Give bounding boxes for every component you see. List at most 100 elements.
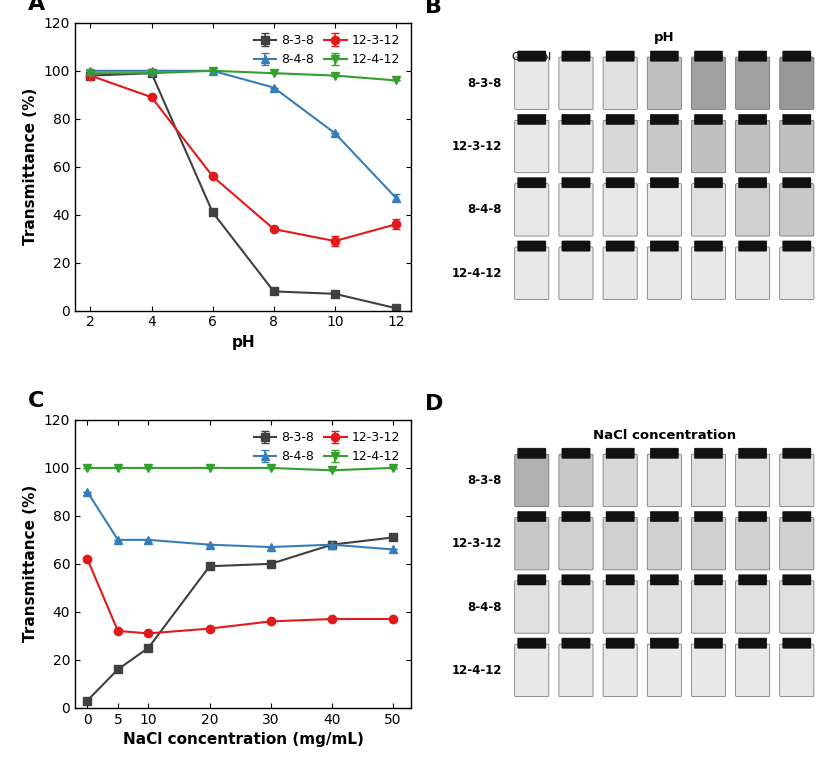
- X-axis label: NaCl concentration (mg/mL): NaCl concentration (mg/mL): [123, 732, 363, 747]
- FancyBboxPatch shape: [650, 638, 679, 648]
- FancyBboxPatch shape: [603, 247, 637, 299]
- FancyBboxPatch shape: [562, 575, 590, 585]
- FancyBboxPatch shape: [603, 581, 637, 633]
- Y-axis label: Transmittance (%): Transmittance (%): [23, 88, 38, 245]
- Text: 0: 0: [529, 449, 535, 459]
- FancyBboxPatch shape: [782, 511, 811, 522]
- FancyBboxPatch shape: [650, 241, 679, 251]
- FancyBboxPatch shape: [518, 177, 546, 188]
- FancyBboxPatch shape: [606, 114, 635, 125]
- FancyBboxPatch shape: [559, 581, 593, 633]
- FancyBboxPatch shape: [518, 575, 546, 585]
- Text: NaCl concentration: NaCl concentration: [593, 428, 736, 441]
- FancyBboxPatch shape: [691, 247, 726, 299]
- FancyBboxPatch shape: [650, 177, 679, 188]
- X-axis label: pH: pH: [231, 335, 255, 350]
- Text: 8: 8: [705, 52, 712, 62]
- FancyBboxPatch shape: [691, 454, 726, 507]
- FancyBboxPatch shape: [782, 177, 811, 188]
- Text: C: C: [28, 391, 44, 412]
- FancyBboxPatch shape: [606, 511, 635, 522]
- FancyBboxPatch shape: [562, 241, 590, 251]
- FancyBboxPatch shape: [562, 177, 590, 188]
- FancyBboxPatch shape: [647, 517, 681, 570]
- FancyBboxPatch shape: [650, 575, 679, 585]
- FancyBboxPatch shape: [782, 241, 811, 251]
- FancyBboxPatch shape: [738, 575, 767, 585]
- FancyBboxPatch shape: [559, 644, 593, 696]
- FancyBboxPatch shape: [738, 114, 767, 125]
- FancyBboxPatch shape: [691, 581, 726, 633]
- Legend: 8-3-8, 8-4-8, 12-3-12, 12-4-12: 8-3-8, 8-4-8, 12-3-12, 12-4-12: [249, 426, 405, 469]
- FancyBboxPatch shape: [518, 114, 546, 125]
- Text: 12: 12: [790, 52, 804, 62]
- FancyBboxPatch shape: [518, 51, 546, 61]
- FancyBboxPatch shape: [691, 644, 726, 696]
- FancyBboxPatch shape: [780, 247, 814, 299]
- FancyBboxPatch shape: [695, 177, 722, 188]
- FancyBboxPatch shape: [606, 177, 635, 188]
- FancyBboxPatch shape: [650, 448, 679, 458]
- FancyBboxPatch shape: [603, 644, 637, 696]
- FancyBboxPatch shape: [514, 247, 549, 299]
- FancyBboxPatch shape: [518, 448, 546, 458]
- FancyBboxPatch shape: [736, 247, 770, 299]
- FancyBboxPatch shape: [691, 57, 726, 110]
- Text: 6: 6: [660, 52, 668, 62]
- FancyBboxPatch shape: [782, 575, 811, 585]
- FancyBboxPatch shape: [514, 57, 549, 110]
- FancyBboxPatch shape: [562, 51, 590, 61]
- FancyBboxPatch shape: [782, 638, 811, 648]
- FancyBboxPatch shape: [562, 114, 590, 125]
- Text: 20: 20: [657, 449, 671, 459]
- Text: 30: 30: [701, 449, 716, 459]
- FancyBboxPatch shape: [559, 247, 593, 299]
- Text: pH: pH: [654, 31, 675, 44]
- Y-axis label: Transmittance (%): Transmittance (%): [23, 486, 38, 642]
- FancyBboxPatch shape: [650, 114, 679, 125]
- FancyBboxPatch shape: [695, 51, 722, 61]
- FancyBboxPatch shape: [606, 575, 635, 585]
- FancyBboxPatch shape: [782, 114, 811, 125]
- FancyBboxPatch shape: [736, 57, 770, 110]
- FancyBboxPatch shape: [738, 511, 767, 522]
- FancyBboxPatch shape: [514, 517, 549, 570]
- FancyBboxPatch shape: [518, 241, 546, 251]
- FancyBboxPatch shape: [780, 454, 814, 507]
- FancyBboxPatch shape: [647, 120, 681, 173]
- Text: 8-3-8: 8-3-8: [468, 474, 502, 487]
- FancyBboxPatch shape: [691, 517, 726, 570]
- FancyBboxPatch shape: [559, 183, 593, 236]
- Text: 10: 10: [613, 449, 627, 459]
- FancyBboxPatch shape: [606, 448, 635, 458]
- Text: 12-3-12: 12-3-12: [452, 537, 502, 550]
- FancyBboxPatch shape: [562, 511, 590, 522]
- FancyBboxPatch shape: [782, 51, 811, 61]
- Text: 12-4-12: 12-4-12: [452, 266, 502, 280]
- FancyBboxPatch shape: [780, 644, 814, 696]
- FancyBboxPatch shape: [647, 644, 681, 696]
- FancyBboxPatch shape: [736, 644, 770, 696]
- Text: 10: 10: [746, 52, 760, 62]
- FancyBboxPatch shape: [738, 177, 767, 188]
- FancyBboxPatch shape: [695, 241, 722, 251]
- FancyBboxPatch shape: [514, 183, 549, 236]
- FancyBboxPatch shape: [650, 51, 679, 61]
- Legend: 8-3-8, 8-4-8, 12-3-12, 12-4-12: 8-3-8, 8-4-8, 12-3-12, 12-4-12: [249, 29, 405, 72]
- Text: D: D: [425, 394, 443, 414]
- FancyBboxPatch shape: [559, 517, 593, 570]
- Text: 50: 50: [790, 449, 804, 459]
- Text: 5: 5: [573, 449, 579, 459]
- Text: 2: 2: [573, 52, 579, 62]
- FancyBboxPatch shape: [603, 183, 637, 236]
- FancyBboxPatch shape: [647, 247, 681, 299]
- Text: A: A: [28, 0, 45, 14]
- FancyBboxPatch shape: [514, 644, 549, 696]
- FancyBboxPatch shape: [695, 511, 722, 522]
- FancyBboxPatch shape: [691, 120, 726, 173]
- FancyBboxPatch shape: [695, 575, 722, 585]
- FancyBboxPatch shape: [736, 581, 770, 633]
- FancyBboxPatch shape: [738, 51, 767, 61]
- FancyBboxPatch shape: [647, 183, 681, 236]
- FancyBboxPatch shape: [780, 517, 814, 570]
